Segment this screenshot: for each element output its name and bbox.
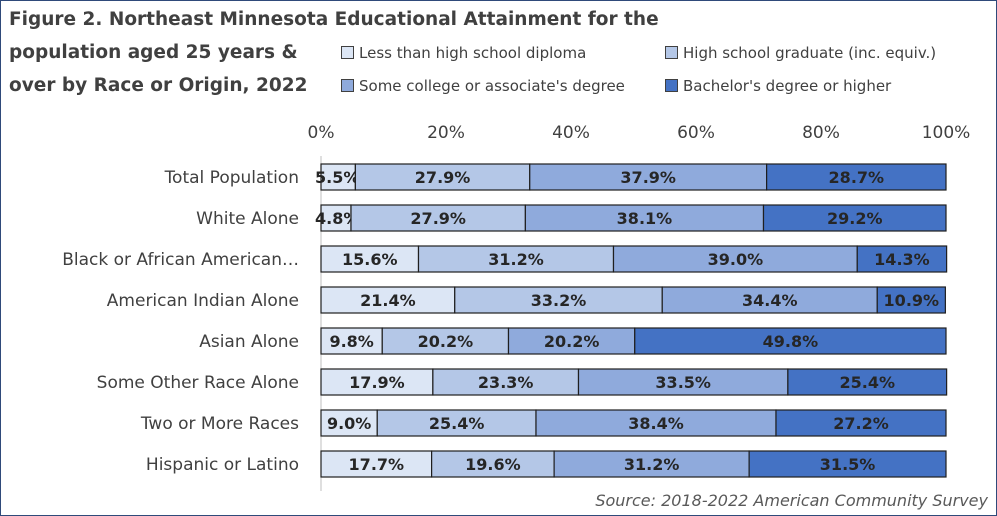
legend-swatch-some-college (341, 79, 354, 92)
legend-swatch-bachelors (665, 79, 678, 92)
legend-label-hs-graduate: High school graduate (inc. equiv.) (683, 44, 937, 62)
bar-segment (612, 245, 858, 273)
bar-segment (524, 204, 765, 232)
bar-segment (766, 163, 947, 191)
bar-segment (577, 368, 789, 396)
bar-segment (876, 286, 946, 314)
x-tick-label: 0% (308, 123, 335, 143)
data-label: 10.9% (884, 291, 940, 310)
data-label: 19.6% (465, 455, 521, 474)
bar-segment (529, 163, 768, 191)
category-label: White Alone (196, 209, 299, 229)
bar-segment (431, 450, 555, 478)
bar-segment (661, 286, 878, 314)
data-label: 27.2% (833, 414, 889, 433)
data-label: 34.4% (742, 291, 798, 310)
data-label: 31.2% (624, 455, 680, 474)
category-label: Two or More Races (140, 414, 299, 434)
x-tick-label: 20% (427, 123, 465, 143)
data-label: 9.0% (327, 414, 371, 433)
bar-segment (787, 368, 948, 396)
bar-segment (350, 204, 526, 232)
data-label: 20.2% (544, 332, 600, 351)
data-label: 17.9% (349, 373, 405, 392)
category-label: Hispanic or Latino (146, 455, 299, 475)
data-label: 25.4% (429, 414, 485, 433)
bar-segment (320, 204, 352, 232)
bar-segment (320, 163, 356, 191)
bar-segment (320, 286, 456, 314)
legend-label-some-college: Some college or associate's degree (359, 77, 625, 95)
data-label: 14.3% (874, 250, 930, 269)
bar-segment (775, 409, 947, 437)
data-label: 28.7% (829, 168, 885, 187)
bar-segment (376, 409, 537, 437)
data-label: 23.3% (478, 373, 534, 392)
data-label: 27.9% (415, 168, 471, 187)
data-label: 31.2% (488, 250, 544, 269)
data-label: 20.2% (418, 332, 474, 351)
data-label: 27.9% (410, 209, 466, 228)
legend-swatch-less-than-hs (341, 46, 354, 59)
legend-item-less-than-hs: Less than high school diploma (341, 43, 586, 63)
category-label: Black or African American… (62, 250, 299, 270)
bar-segment (381, 327, 510, 355)
x-tick-label: 40% (552, 123, 590, 143)
legend-swatch-hs-graduate (665, 46, 678, 59)
x-tick-label: 60% (677, 123, 715, 143)
x-tick-label: 80% (802, 123, 840, 143)
source-note: Source: 2018-2022 American Community Sur… (595, 491, 988, 510)
bar-segment (320, 327, 383, 355)
legend-item-bachelors: Bachelor's degree or higher (665, 76, 891, 96)
legend-item-some-college: Some college or associate's degree (341, 76, 625, 96)
data-label: 17.7% (349, 455, 405, 474)
bar-segment (856, 245, 948, 273)
category-label: Asian Alone (199, 332, 299, 352)
data-label: 33.2% (531, 291, 587, 310)
data-label: 39.0% (708, 250, 764, 269)
bar-segment (454, 286, 663, 314)
legend-label-bachelors: Bachelor's degree or higher (683, 77, 892, 95)
legend-label-less-than-hs: Less than high school diploma (359, 44, 587, 62)
data-label: 38.4% (628, 414, 684, 433)
legend-item-hs-graduate: High school graduate (inc. equiv.) (665, 43, 936, 63)
category-label: Total Population (164, 168, 299, 188)
x-tick-label: 100% (922, 123, 971, 143)
bar-segment (320, 368, 434, 396)
bar-segment (748, 450, 947, 478)
data-label: 4.8% (315, 209, 359, 228)
category-label: American Indian Alone (107, 291, 299, 311)
bar-segment (320, 245, 420, 273)
bar-segment (762, 204, 947, 232)
data-label: 49.8% (763, 332, 819, 351)
bar-segment (432, 368, 580, 396)
data-label: 33.5% (655, 373, 711, 392)
bar-segment (507, 327, 636, 355)
data-label: 15.6% (342, 250, 398, 269)
category-label: Some Other Race Alone (97, 373, 299, 393)
data-label: 21.4% (360, 291, 416, 310)
chart-title-line-1: Figure 2. Northeast Minnesota Educationa… (9, 9, 659, 30)
data-label: 31.5% (820, 455, 876, 474)
bar-segment (634, 327, 947, 355)
chart-title-line-3: over by Race or Origin, 2022 (9, 75, 308, 96)
data-label: 5.5% (315, 168, 359, 187)
data-label: 9.8% (329, 332, 373, 351)
bar-segment (320, 450, 433, 478)
data-label: 25.4% (839, 373, 895, 392)
data-label: 38.1% (617, 209, 673, 228)
chart-title-line-2: population aged 25 years & (9, 42, 298, 63)
data-label: 37.9% (620, 168, 676, 187)
data-label: 29.2% (827, 209, 883, 228)
